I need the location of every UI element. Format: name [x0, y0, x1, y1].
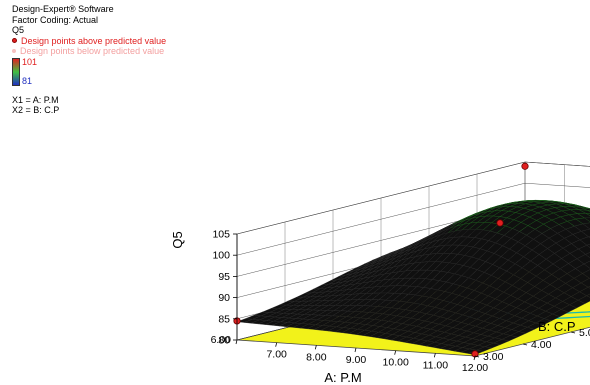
legend-below: Design points below predicted value [12, 46, 166, 57]
design-point-above-icon [12, 37, 17, 43]
factor-x2-definition: X2 = B: C.P [12, 105, 60, 115]
y-tick [522, 343, 528, 346]
x-tick [275, 342, 278, 347]
design-point-below-icon [12, 48, 16, 53]
scale-min-label: 81 [22, 75, 33, 86]
response-surface [236, 200, 590, 355]
response-name: Q5 [12, 25, 25, 35]
factor-x1-definition: X1 = A: P.M [12, 94, 59, 105]
x-tick-label: 10.00 [383, 357, 409, 369]
x-tick [235, 339, 238, 345]
z-tick-label: 95 [218, 271, 230, 283]
x-axis-label: A: P.M [324, 370, 361, 385]
legend-above-label: Design points above predicted value [21, 35, 167, 46]
z-tick-label: 80 [218, 335, 230, 347]
axes: 80 85 90 95 100 105 6.00 7.00 8.00 9.00 10.00 11.00… [211, 229, 590, 375]
legend-below-label: Design points below predicted value [20, 46, 165, 56]
y-tick [570, 331, 576, 334]
surface-cell [585, 252, 590, 259]
y-axis-label: B: C.P [538, 319, 576, 334]
design-points [233, 162, 529, 358]
x-tick-label: 7.00 [266, 349, 287, 361]
y-tick-label: 5.00 [579, 327, 590, 339]
legend-above: Design points above predicted value [12, 36, 166, 47]
x-tick-label: 9.00 [346, 354, 367, 366]
z-tick-label: 105 [212, 229, 230, 241]
color-scale-bar [12, 57, 20, 86]
design-point-above [521, 162, 529, 170]
x-tick-label: 6.00 [211, 334, 232, 346]
software-name: Design-Expert® Software [12, 4, 114, 14]
z-axis-label: Q5 [170, 231, 185, 248]
x-tick [433, 353, 436, 358]
x-tick [394, 350, 397, 355]
y-tick-label: 4.00 [531, 339, 552, 351]
x-tick [314, 345, 317, 350]
x-tick-label: 8.00 [306, 351, 327, 363]
z-tick-label: 85 [218, 313, 230, 325]
factor-coding: Factor Coding: Actual [12, 14, 99, 25]
scale-max-label: 101 [22, 56, 38, 67]
surface-cell [586, 293, 590, 298]
design-point-above [496, 219, 504, 227]
y-tick-label: 3.00 [483, 351, 504, 363]
x-tick [354, 347, 357, 353]
x-tick [473, 355, 476, 361]
color-scale: 101 81 [12, 56, 166, 86]
legend-block: Design-Expert® Software Factor Coding: A… [12, 4, 166, 116]
x-tick-label: 11.00 [423, 359, 449, 371]
z-tick-label: 100 [212, 250, 230, 262]
x-tick-label: 12.00 [462, 362, 488, 374]
z-tick-label: 90 [218, 292, 230, 304]
y-tick [474, 355, 480, 358]
surface-cell [586, 243, 590, 248]
